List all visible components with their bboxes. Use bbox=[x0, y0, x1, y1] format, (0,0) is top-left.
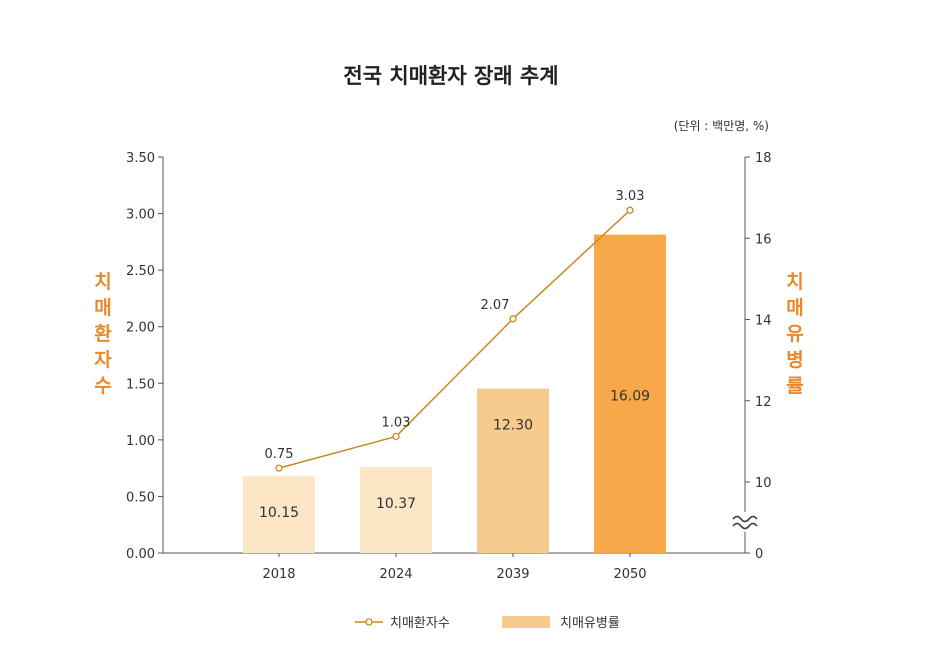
axis-titles: 치 매 환 자 수 치 매 유 병 률 bbox=[94, 271, 803, 397]
unit-note: (단위 : 백만명, %) bbox=[674, 119, 769, 133]
legend-line-marker bbox=[365, 618, 373, 626]
left-tick-label: 1.50 bbox=[126, 377, 155, 392]
right-tick-label: 14 bbox=[755, 314, 772, 329]
line-point bbox=[509, 315, 517, 323]
left-tick-label: 2.00 bbox=[126, 321, 155, 336]
legend-label: 치매유병률 bbox=[560, 616, 620, 631]
right-tick-label: 16 bbox=[755, 232, 772, 247]
category-label: 2050 bbox=[613, 567, 646, 582]
point-value-label: 3.03 bbox=[616, 189, 645, 204]
line-point bbox=[392, 432, 400, 441]
bar bbox=[243, 475, 315, 553]
bar-value-label: 10.37 bbox=[376, 496, 416, 512]
left-tick-label: 3.50 bbox=[126, 151, 155, 166]
bar bbox=[360, 466, 432, 553]
axis-break-icon bbox=[732, 522, 758, 530]
category-labels: 2018 2024 2039 2050 bbox=[262, 553, 647, 582]
bar bbox=[594, 234, 666, 553]
bar bbox=[477, 388, 549, 553]
line-point bbox=[275, 464, 283, 472]
left-tick-label: 2.50 bbox=[126, 264, 155, 279]
left-tick-label: 0.50 bbox=[126, 490, 155, 505]
right-tick-label: 12 bbox=[755, 395, 772, 410]
legend-label: 치매환자수 bbox=[390, 616, 450, 631]
point-value-label: 0.75 bbox=[265, 447, 294, 462]
bar-value-label: 10.15 bbox=[259, 505, 299, 521]
left-tick-label: 1.00 bbox=[126, 434, 155, 449]
chart-title: 전국 치매환자 장래 추계 bbox=[343, 64, 558, 88]
right-tick-label: 0 bbox=[755, 547, 763, 562]
category-label: 2039 bbox=[496, 567, 529, 582]
bar-value-label: 16.09 bbox=[610, 389, 650, 405]
point-value-label: 2.07 bbox=[481, 298, 510, 313]
left-tick-label: 3.00 bbox=[126, 208, 155, 223]
right-tick-label: 18 bbox=[755, 151, 772, 166]
right-tick-label: 10 bbox=[755, 476, 772, 491]
category-label: 2018 bbox=[262, 567, 295, 582]
line-point bbox=[626, 206, 634, 214]
axis-break-icon bbox=[732, 515, 758, 523]
left-tick-label: 0.00 bbox=[126, 547, 155, 562]
legend: 치매환자수 치매유병률 bbox=[355, 616, 620, 631]
bars: 10.15 10.37 12.30 16.09 bbox=[243, 234, 666, 553]
bar-value-label: 12.30 bbox=[493, 418, 533, 434]
category-label: 2024 bbox=[379, 567, 412, 582]
line-series: 0.75 1.03 2.07 3.03 bbox=[265, 189, 645, 472]
legend-bar-swatch bbox=[502, 616, 550, 628]
right-axis: 0 10 12 14 16 18 bbox=[732, 151, 772, 562]
point-value-label: 1.03 bbox=[382, 415, 411, 430]
line-path bbox=[278, 209, 631, 469]
